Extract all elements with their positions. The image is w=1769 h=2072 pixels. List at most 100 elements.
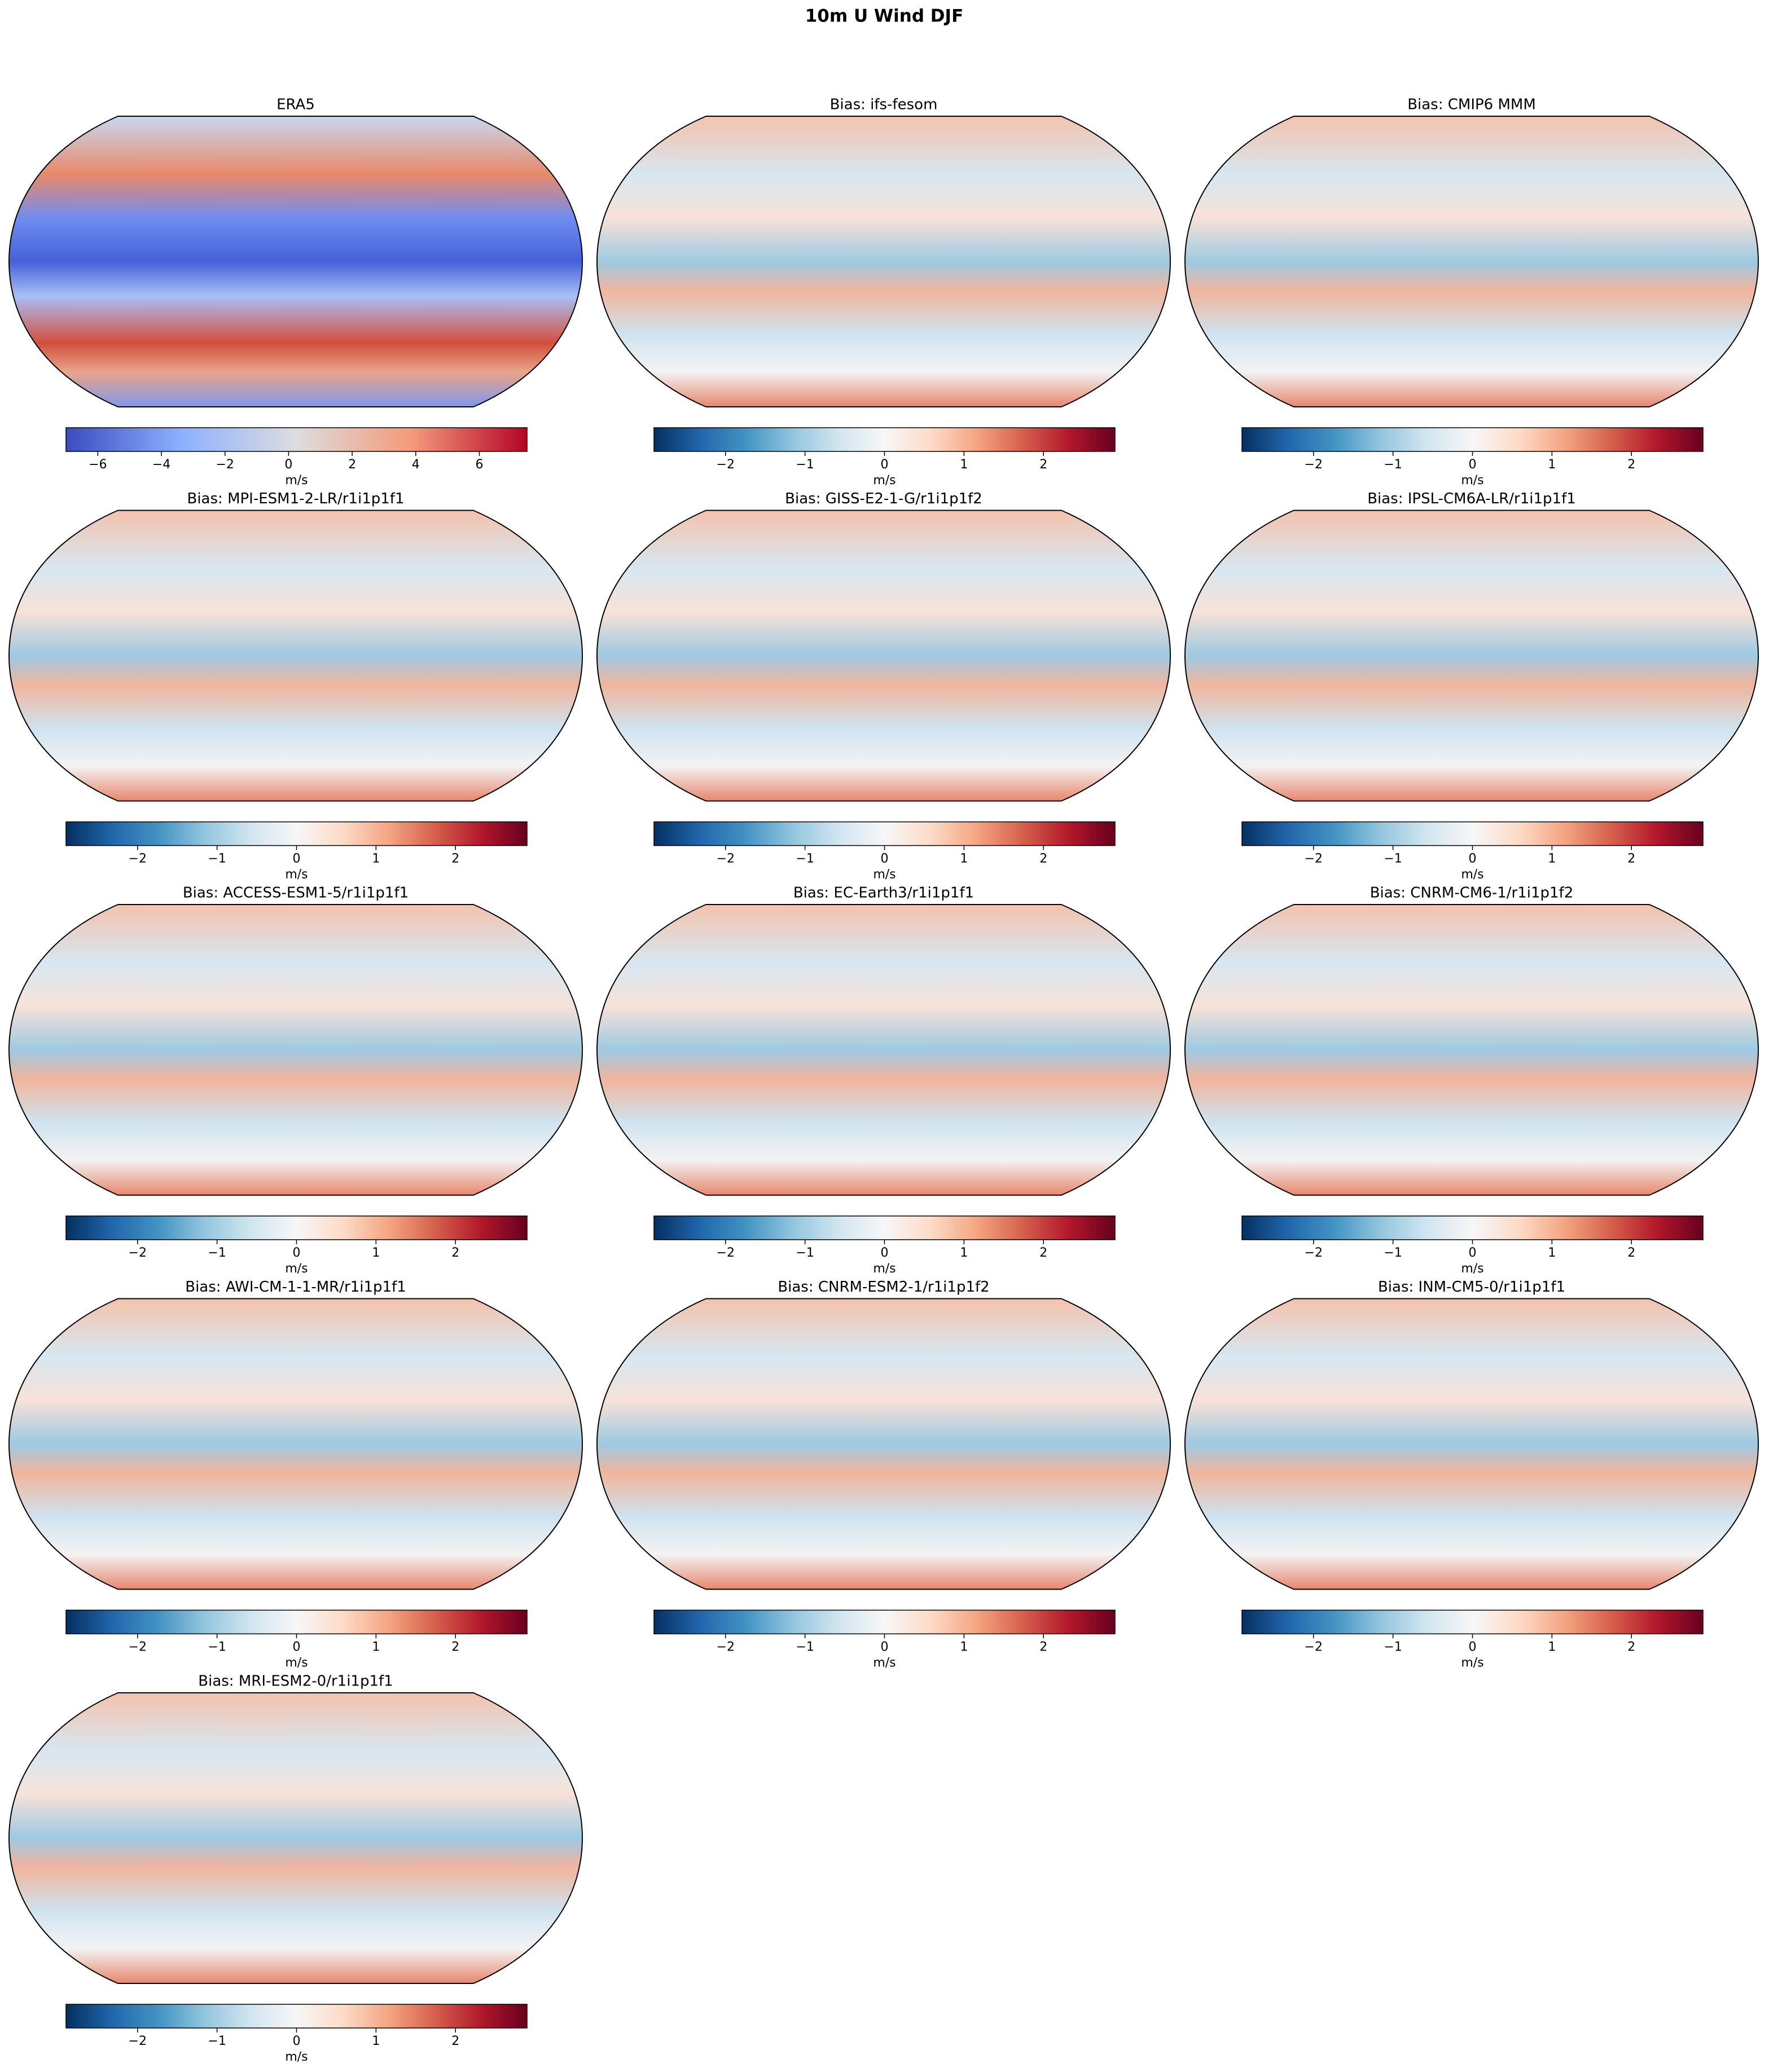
colorbar	[653, 1215, 1116, 1240]
panel-title: Bias: MPI-ESM1-2-LR/r1i1p1f1	[187, 490, 405, 507]
panel-title: Bias: ifs-fesom	[830, 96, 938, 113]
colorbar	[653, 427, 1116, 452]
figure-title: 10m U Wind DJF	[805, 6, 964, 27]
panel-title: Bias: CNRM-CM6-1/r1i1p1f2	[1370, 885, 1574, 902]
map	[8, 116, 583, 407]
colorbar-tick-label: −6	[89, 458, 107, 472]
colorbar-tick-label: 6	[475, 458, 483, 472]
map	[8, 510, 583, 802]
panel-title: ERA5	[276, 96, 315, 113]
panel-title: Bias: ACCESS-ESM1-5/r1i1p1f1	[183, 885, 409, 902]
colorbar-tick-label: 1	[1548, 458, 1556, 472]
map	[596, 1298, 1171, 1590]
colorbar-tick-label: 0	[293, 852, 301, 866]
colorbar	[65, 821, 528, 846]
panel-title: Bias: AWI-CM-1-1-MR/r1i1p1f1	[185, 1279, 406, 1296]
colorbar-tick-label: −1	[796, 1246, 814, 1260]
colorbar-tick-label: −1	[208, 1640, 226, 1654]
colorbar-tick-label: 0	[293, 2034, 301, 2048]
map	[1184, 1298, 1759, 1590]
colorbar-label: m/s	[1461, 1656, 1483, 1670]
colorbar-tick-label: 1	[960, 458, 968, 472]
map	[596, 116, 1171, 407]
colorbar	[65, 1609, 528, 1635]
colorbar-tick-label: 1	[960, 1246, 968, 1260]
colorbar-tick-label: 2	[1627, 852, 1635, 866]
map	[596, 904, 1171, 1196]
colorbar-tick-label: −2	[717, 1246, 735, 1260]
colorbar-tick-label: 1	[960, 852, 968, 866]
colorbar	[65, 427, 528, 452]
map	[1184, 116, 1759, 407]
colorbar-tick-label: 4	[412, 458, 420, 472]
map	[8, 1692, 583, 1984]
colorbar-tick-label: 1	[372, 1640, 380, 1654]
colorbar-tick-label: 2	[1627, 1246, 1635, 1260]
colorbar-tick-label: 0	[1469, 1246, 1477, 1260]
colorbar-tick-label: −1	[796, 1640, 814, 1654]
colorbar-tick-label: −1	[1384, 458, 1402, 472]
colorbar-tick-label: −4	[152, 458, 170, 472]
colorbar	[653, 821, 1116, 846]
map	[8, 904, 583, 1196]
colorbar-label: m/s	[873, 473, 896, 488]
colorbar-tick-label: 2	[1627, 458, 1635, 472]
colorbar-tick-label: −2	[717, 458, 735, 472]
colorbar-tick-label: 0	[881, 852, 889, 866]
colorbar-label: m/s	[1461, 473, 1483, 488]
colorbar	[1241, 1215, 1704, 1240]
colorbar	[1241, 427, 1704, 452]
colorbar-tick-label: −1	[1384, 852, 1402, 866]
colorbar-tick-label: 2	[451, 852, 459, 866]
panel-title: Bias: GISS-E2-1-G/r1i1p1f2	[785, 490, 982, 507]
colorbar-label: m/s	[285, 473, 308, 488]
colorbar-tick-label: −2	[1305, 1640, 1323, 1654]
colorbar	[1241, 821, 1704, 846]
map	[1184, 510, 1759, 802]
colorbar-tick-label: 1	[372, 2034, 380, 2048]
colorbar-tick-label: −2	[1305, 852, 1323, 866]
colorbar-label: m/s	[285, 2050, 308, 2064]
colorbar-tick-label: −1	[1384, 1640, 1402, 1654]
colorbar-tick-label: −2	[129, 1640, 147, 1654]
colorbar-tick-label: 0	[284, 458, 292, 472]
colorbar-tick-label: 2	[1627, 1640, 1635, 1654]
colorbar-tick-label: −2	[129, 1246, 147, 1260]
panel-title: Bias: INM-CM5-0/r1i1p1f1	[1378, 1279, 1565, 1296]
colorbar-tick-label: 2	[451, 1246, 459, 1260]
colorbar-tick-label: 0	[293, 1246, 301, 1260]
colorbar-tick-label: 2	[1039, 1246, 1047, 1260]
colorbar-tick-label: 1	[372, 852, 380, 866]
colorbar-tick-label: −1	[796, 852, 814, 866]
panel-title: Bias: CNRM-ESM2-1/r1i1p1f2	[778, 1279, 989, 1296]
colorbar-tick-label: 1	[372, 1246, 380, 1260]
colorbar-tick-label: −2	[1305, 458, 1323, 472]
colorbar	[65, 1215, 528, 1240]
colorbar	[65, 2004, 528, 2029]
colorbar-label: m/s	[285, 1262, 308, 1276]
colorbar-tick-label: −2	[129, 2034, 147, 2048]
colorbar-tick-label: −1	[208, 852, 226, 866]
colorbar-tick-label: 0	[1469, 458, 1477, 472]
panel-title: Bias: IPSL-CM6A-LR/r1i1p1f1	[1367, 490, 1576, 507]
colorbar-tick-label: 1	[1548, 1640, 1556, 1654]
colorbar-label: m/s	[285, 868, 308, 882]
colorbar-tick-label: −2	[129, 852, 147, 866]
colorbar-tick-label: 0	[1469, 1640, 1477, 1654]
colorbar-tick-label: 2	[451, 2034, 459, 2048]
colorbar-tick-label: 2	[1039, 852, 1047, 866]
colorbar-tick-label: 0	[293, 1640, 301, 1654]
colorbar-tick-label: 0	[881, 458, 889, 472]
colorbar-tick-label: 0	[881, 1640, 889, 1654]
colorbar-tick-label: 1	[1548, 852, 1556, 866]
colorbar	[653, 1609, 1116, 1635]
colorbar-tick-label: −2	[717, 1640, 735, 1654]
colorbar-tick-label: 0	[881, 1246, 889, 1260]
colorbar-label: m/s	[285, 1656, 308, 1670]
panel-title: Bias: MRI-ESM2-0/r1i1p1f1	[198, 1673, 393, 1690]
colorbar-tick-label: −2	[1305, 1246, 1323, 1260]
map	[8, 1298, 583, 1590]
colorbar-tick-label: −1	[208, 1246, 226, 1260]
colorbar-label: m/s	[873, 1656, 896, 1670]
